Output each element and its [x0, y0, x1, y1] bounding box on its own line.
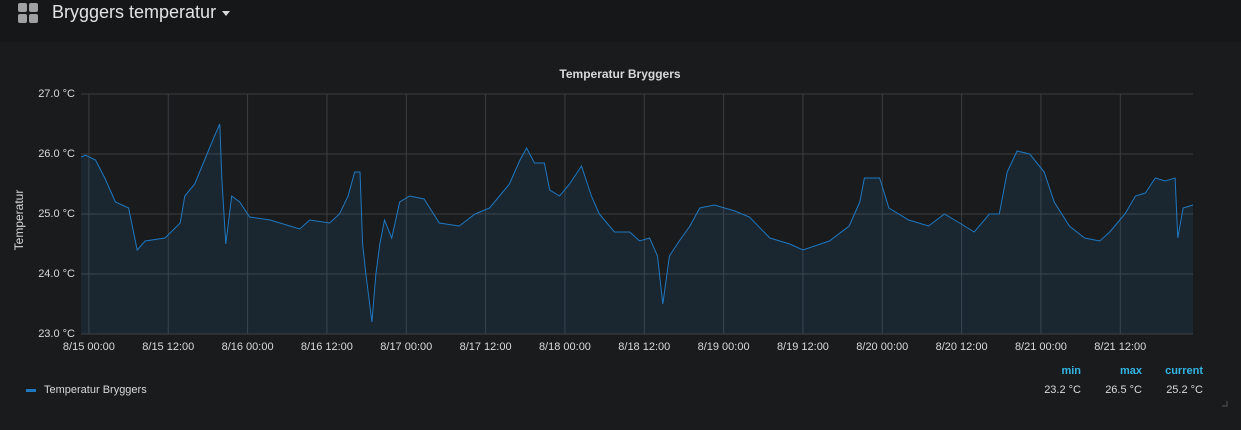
dashboard-icon[interactable]: [18, 3, 38, 23]
icon-cell: [18, 14, 27, 23]
legend-label: Temperatur Bryggers: [44, 384, 147, 396]
legend-stat-value: 23.2 °C: [1044, 384, 1081, 396]
x-tick-label: 8/18 12:00: [618, 341, 670, 353]
y-tick-label: 24.0 °C: [38, 268, 75, 280]
x-tick-label: 8/16 00:00: [222, 341, 274, 353]
legend-stat-value: 26.5 °C: [1105, 384, 1142, 396]
y-tick-label: 25.0 °C: [38, 208, 75, 220]
legend-stat-value: 25.2 °C: [1166, 384, 1203, 396]
icon-cell: [29, 3, 38, 12]
area: [81, 124, 1193, 334]
x-tick-label: 8/15 00:00: [63, 341, 115, 353]
x-tick-label: 8/20 00:00: [856, 341, 908, 353]
legend-stat-header: min: [1061, 365, 1081, 377]
x-tick-label: 8/21 12:00: [1094, 341, 1146, 353]
line: [80, 123, 1194, 323]
x-tick-label: 8/20 12:00: [936, 341, 988, 353]
legend-stat-header: current: [1165, 365, 1203, 377]
icon-cell: [29, 14, 38, 23]
x-tick-label: 8/17 12:00: [460, 341, 512, 353]
icon-cell: [18, 3, 27, 12]
x-tick-label: 8/21 00:00: [1015, 341, 1067, 353]
legend-stat-header: max: [1120, 365, 1143, 377]
dropdown-caret[interactable]: [222, 11, 230, 16]
x-tick-label: 8/15 12:00: [142, 341, 194, 353]
resize-handle[interactable]: [1222, 401, 1228, 407]
x-tick-label: 8/17 00:00: [380, 341, 432, 353]
y-tick-label: 23.0 °C: [38, 328, 75, 340]
panel: [0, 42, 1241, 430]
x-tick-label: 8/16 12:00: [301, 341, 353, 353]
y-tick-label: 26.0 °C: [38, 148, 75, 160]
y-axis-label: Temperatur: [12, 190, 26, 251]
dashboard-title[interactable]: Bryggers temperatur: [52, 2, 216, 22]
legend-swatch: [26, 389, 36, 392]
chart-title: Temperatur Bryggers: [559, 67, 680, 81]
x-tick-label: 8/19 00:00: [698, 341, 750, 353]
x-tick-label: 8/19 12:00: [777, 341, 829, 353]
y-tick-label: 27.0 °C: [38, 88, 75, 100]
x-tick-label: 8/18 00:00: [539, 341, 591, 353]
